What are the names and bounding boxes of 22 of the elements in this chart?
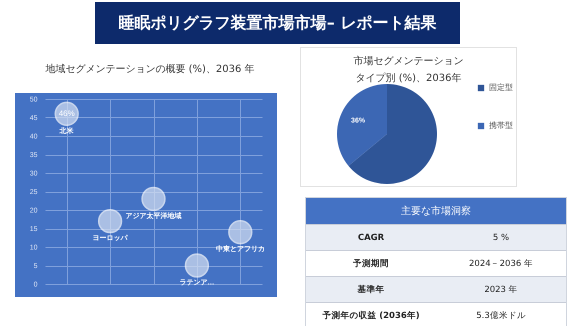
text: CAGR	[306, 224, 436, 250]
chart-title: 市場セグメンテーション	[352, 54, 464, 68]
legend-label: 固定型	[489, 83, 513, 92]
point	[141, 186, 166, 212]
text: 主要な市場洞察	[306, 198, 566, 224]
text: 5 %	[436, 224, 566, 250]
text: 基準年	[306, 276, 436, 302]
chart-subtitle: タイプ別 (%)、2036年	[356, 73, 462, 84]
text: 予測期間	[306, 250, 436, 276]
pie-slice	[348, 84, 437, 184]
pie-slice	[337, 84, 387, 166]
point	[98, 208, 122, 234]
data-label: 46%	[58, 108, 75, 118]
point	[228, 220, 252, 244]
text: 睡眠ポリグラフ装置市場市場– レポート結果	[95, 2, 460, 44]
text: 2023 年	[436, 276, 566, 302]
text: 2024－2036 年	[436, 250, 566, 276]
point	[184, 253, 210, 278]
chart-title: 地域セグメンテーションの概要 (%)、2036 年	[44, 62, 256, 76]
text: 予測年の収益 (2036年)	[306, 302, 436, 326]
text: 5.3億米ドル	[436, 302, 566, 326]
legend-label: 携帯型	[489, 121, 513, 130]
